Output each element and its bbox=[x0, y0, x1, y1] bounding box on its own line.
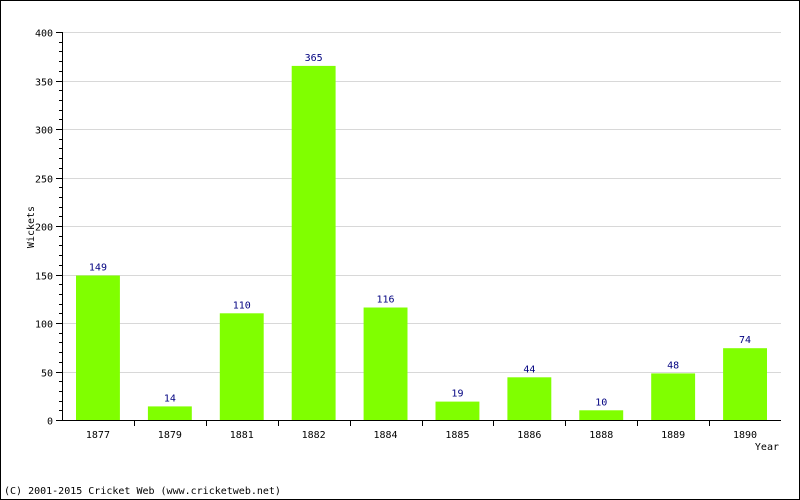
labels: 0 50 100 150 200 250 300 350 400 149 1877 14 1879 110… bbox=[35, 29, 757, 442]
x-tick-label-1879: 1879 bbox=[158, 430, 182, 441]
bar-1885 bbox=[435, 401, 480, 420]
y-tick-label: 100 bbox=[35, 320, 53, 331]
value-label-1886: 44 bbox=[523, 364, 535, 375]
x-tick-label-1877: 1877 bbox=[86, 430, 110, 441]
copyright-text: (C) 2001-2015 Cricket Web (www.cricketwe… bbox=[4, 486, 281, 497]
x-tick-label-1882: 1882 bbox=[302, 430, 326, 441]
y-tick-label: 50 bbox=[41, 369, 53, 380]
y-tick-label: 350 bbox=[35, 78, 53, 89]
value-label-1889: 48 bbox=[667, 360, 679, 371]
bar-1879 bbox=[147, 406, 192, 420]
bar-1889 bbox=[651, 373, 696, 420]
y-tick-label: 200 bbox=[35, 223, 53, 234]
axes bbox=[56, 32, 781, 426]
bars bbox=[76, 65, 767, 421]
x-tick-label-1889: 1889 bbox=[661, 430, 685, 441]
bar-1884 bbox=[363, 307, 408, 420]
value-label-1884: 116 bbox=[377, 294, 395, 305]
value-label-1879: 14 bbox=[164, 393, 176, 404]
value-label-1881: 110 bbox=[233, 300, 251, 311]
y-tick-label: 400 bbox=[35, 29, 53, 40]
y-tick-label: 250 bbox=[35, 175, 53, 186]
bar-1881 bbox=[219, 313, 264, 420]
y-tick-label: 150 bbox=[35, 272, 53, 283]
x-tick-label-1888: 1888 bbox=[589, 430, 613, 441]
y-axis-label: Wickets bbox=[26, 206, 37, 248]
value-label-1888: 10 bbox=[595, 397, 607, 408]
bar-1890 bbox=[723, 348, 767, 420]
value-label-1882: 365 bbox=[305, 53, 323, 64]
value-label-1877: 149 bbox=[89, 262, 107, 273]
x-tick-label-1881: 1881 bbox=[230, 430, 254, 441]
bar-1888 bbox=[579, 410, 624, 420]
value-label-1885: 19 bbox=[451, 389, 463, 400]
bar-1882 bbox=[291, 65, 336, 421]
x-tick-label-1884: 1884 bbox=[374, 430, 398, 441]
value-label-1890: 74 bbox=[739, 335, 751, 346]
bar-1877 bbox=[76, 275, 120, 420]
y-tick-label: 0 bbox=[47, 417, 53, 428]
y-tick-label: 300 bbox=[35, 126, 53, 137]
x-axis-label: Year bbox=[755, 442, 779, 453]
bar-1886 bbox=[507, 377, 552, 420]
gridlines bbox=[62, 32, 781, 373]
x-tick-label-1886: 1886 bbox=[517, 430, 541, 441]
x-tick-label-1885: 1885 bbox=[445, 430, 469, 441]
x-tick-label-1890: 1890 bbox=[733, 430, 757, 441]
